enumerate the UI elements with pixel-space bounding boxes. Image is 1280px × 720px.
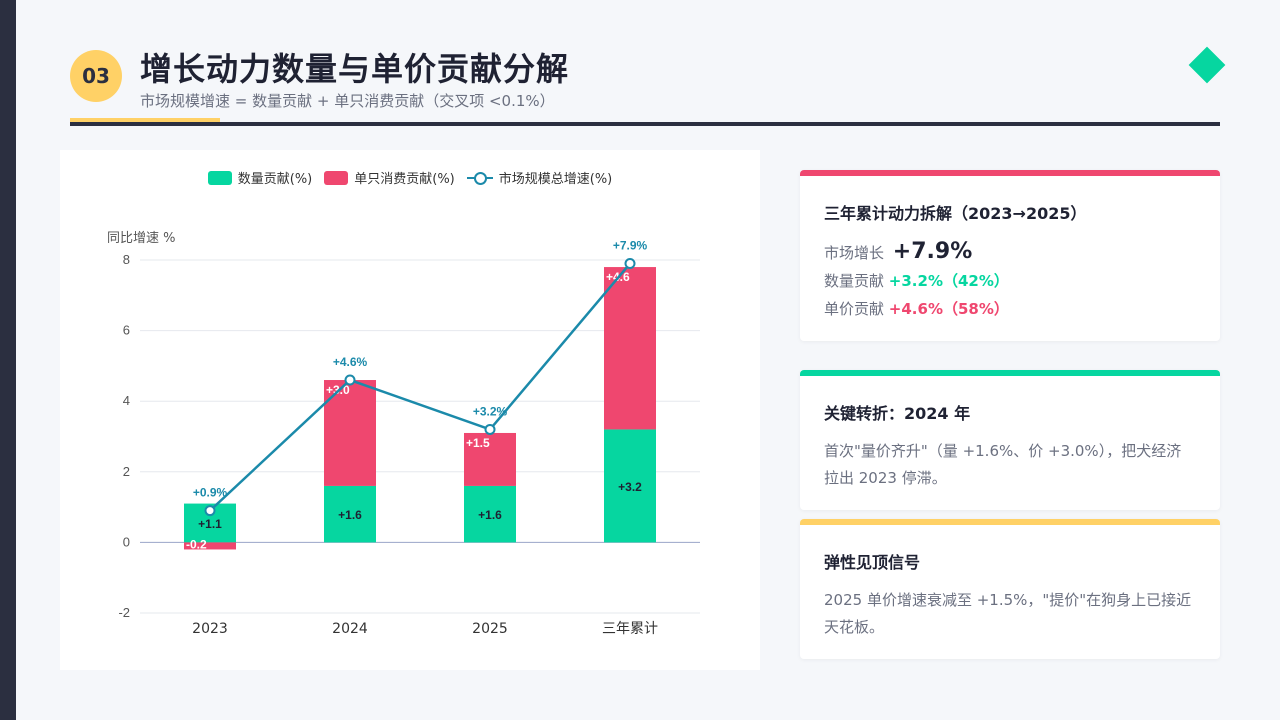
- bar-quantity: [464, 485, 516, 543]
- total-growth-point: [344, 374, 356, 386]
- y-tick-label: -2: [118, 605, 130, 620]
- summary-card: 三年累计动力拆解（2023→2025） 市场增长 +7.9% 数量贡献 +3.2…: [800, 170, 1220, 341]
- legend-label-price: 单只消费贡献(%): [354, 172, 455, 187]
- total-growth-point: [484, 423, 496, 435]
- bar-label-quantity: +1.6: [478, 508, 502, 522]
- y-tick-label: 8: [123, 252, 130, 267]
- stat-row-quantity: 数量贡献 +3.2%（42%）: [824, 267, 1196, 295]
- stacked-bar-chart: -2 0 2 4 6 8 同比增速 % 2023 2024 2025 三年累计 +1.1 -0.2 +1.…: [107, 231, 700, 637]
- bar-price: [184, 542, 236, 550]
- bar-label-quantity: +1.6: [338, 508, 362, 522]
- y-tick-label: 2: [123, 464, 130, 479]
- legend-swatch-price: [324, 170, 349, 185]
- turning-point-title: 关键转折：2024 年: [824, 404, 971, 423]
- stat-label-price: 单价贡献: [824, 300, 885, 318]
- section-number-badge: 03: [70, 50, 122, 102]
- bar-label-price: -0.2: [186, 537, 207, 551]
- ceiling-signal-title: 弹性见顶信号: [824, 553, 921, 572]
- stat-row-market: 市场增长 +7.9%: [824, 238, 1196, 267]
- x-tick-label: 三年累计: [602, 621, 658, 637]
- stat-row-price: 单价贡献 +4.6%（58%）: [824, 295, 1196, 323]
- stat-value-price: +4.6%（58%）: [888, 300, 1009, 318]
- legend-item-quantity[interactable]: 数量贡献(%): [207, 168, 313, 187]
- ceiling-signal-card: 弹性见顶信号 2025 单价增速衰减至 +1.5%，"提价"在狗身上已接近天花板…: [800, 519, 1220, 659]
- legend-line-marker-icon: [466, 171, 493, 185]
- x-tick-label: 2023: [192, 621, 228, 637]
- legend-item-price[interactable]: 单只消费贡献(%): [324, 168, 455, 187]
- ceiling-signal-text: 2025 单价增速衰减至 +1.5%，"提价"在狗身上已接近天花板。: [824, 591, 1192, 636]
- legend-label-quantity: 数量贡献(%): [237, 172, 313, 187]
- x-tick-label: 2024: [332, 621, 368, 637]
- summary-card-title: 三年累计动力拆解（2023→2025）: [824, 204, 1087, 223]
- diamond-icon: [1188, 46, 1226, 84]
- stat-value-quantity: +3.2%（42%）: [888, 272, 1009, 290]
- header-divider-accent: [70, 118, 220, 122]
- chart-card: -2 0 2 4 6 8 同比增速 % 2023 2024 2025 三年累计 +1.1 -0.2 +1.…: [60, 150, 760, 670]
- legend-item-total[interactable]: 市场规模总增速(%): [466, 168, 613, 187]
- turning-point-card-accent: [800, 370, 1220, 376]
- legend-label-total: 市场规模总增速(%): [498, 172, 613, 187]
- chart-legend: 数量贡献(%) 单只消费贡献(%) 市场规模总增速(%): [60, 168, 760, 187]
- y-tick-label: 0: [123, 534, 130, 549]
- y-tick-label: 4: [123, 393, 130, 408]
- total-growth-label: +0.9%: [193, 486, 228, 500]
- bar-price: [464, 432, 516, 486]
- total-growth-point: [624, 258, 636, 270]
- left-accent-bar: [0, 0, 16, 720]
- stat-label-quantity: 数量贡献: [824, 272, 885, 290]
- y-tick-label: 6: [123, 323, 130, 338]
- turning-point-text: 首次"量价齐升"（量 +1.6%、价 +3.0%），把犬经济拉出 2023 停滞…: [824, 442, 1182, 487]
- bar-price: [604, 267, 656, 430]
- x-tick-label: 2025: [472, 621, 508, 637]
- y-axis-label: 同比增速 %: [107, 231, 176, 246]
- bar-quantity: [604, 429, 656, 543]
- total-growth-line: [209, 262, 631, 512]
- page-subtitle: 市场规模增速 = 数量贡献 + 单只消费贡献（交叉项 <0.1%）: [140, 92, 555, 110]
- header-divider: [70, 122, 1220, 126]
- total-growth-label: +7.9%: [613, 239, 648, 253]
- legend-swatch-quantity: [207, 170, 232, 185]
- bar-label-price: +1.5: [466, 436, 490, 450]
- bar-label-quantity: +3.2: [618, 480, 642, 494]
- ceiling-signal-card-accent: [800, 519, 1220, 525]
- summary-card-accent: [800, 170, 1220, 176]
- stat-value-market: +7.9%: [892, 239, 973, 264]
- turning-point-card: 关键转折：2024 年 首次"量价齐升"（量 +1.6%、价 +3.0%），把犬…: [800, 370, 1220, 510]
- bar-quantity: [324, 485, 376, 543]
- page-title: 增长动力数量与单价贡献分解: [140, 50, 570, 88]
- total-growth-point: [204, 505, 216, 517]
- total-growth-label: +3.2%: [473, 404, 508, 418]
- stat-label-market: 市场增长: [824, 244, 885, 262]
- total-growth-label: +4.6%: [333, 355, 368, 369]
- bar-label-quantity: +1.1: [198, 517, 222, 531]
